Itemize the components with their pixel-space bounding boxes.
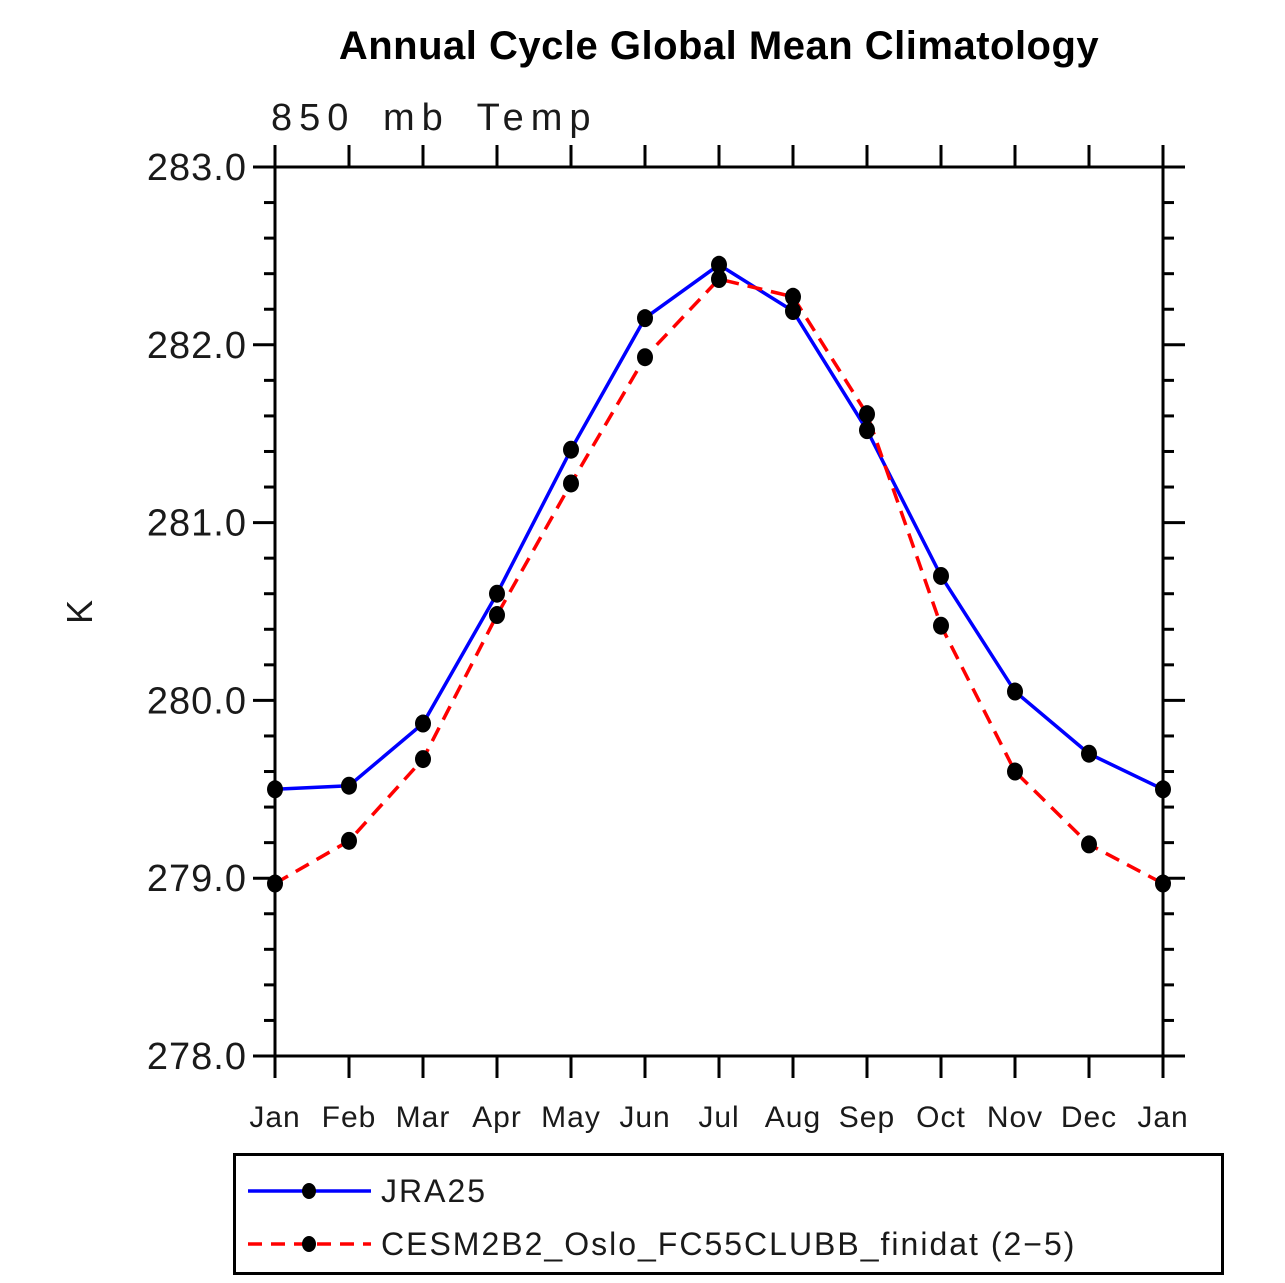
legend-swatch-cesm2b2 xyxy=(248,1236,371,1252)
data-point-marker-0 xyxy=(267,780,283,799)
data-point-marker-0 xyxy=(489,584,505,603)
data-point-marker-0 xyxy=(415,714,431,733)
data-point-marker-1 xyxy=(711,270,727,289)
x-tick-label: Nov xyxy=(987,1101,1043,1134)
legend: JRA25 CESM2B2_Oslo_FC55CLUBB_finidat (2−… xyxy=(233,1153,1224,1275)
data-point-marker-0 xyxy=(1007,682,1023,701)
legend-label-cesm2b2: CESM2B2_Oslo_FC55CLUBB_finidat (2−5) xyxy=(381,1226,1077,1262)
data-point-marker-1 xyxy=(489,606,505,625)
y-tick-label: 283.0 xyxy=(147,147,247,189)
x-tick-label: Sep xyxy=(839,1101,895,1134)
data-point-marker-0 xyxy=(933,566,949,585)
y-tick-label: 281.0 xyxy=(147,503,247,545)
data-point-marker-1 xyxy=(1081,835,1097,854)
data-point-marker-1 xyxy=(637,348,653,367)
chart-subtitle: 850 mb Temp xyxy=(271,97,598,139)
x-tick-label: Apr xyxy=(472,1101,522,1134)
y-tick-label: 278.0 xyxy=(147,1036,247,1078)
series-line-0 xyxy=(274,262,1164,792)
y-tick-label: 279.0 xyxy=(147,858,247,900)
data-point-marker-0 xyxy=(1081,744,1097,763)
data-point-marker-0 xyxy=(785,302,801,321)
data-point-marker-1 xyxy=(785,287,801,306)
plot-frame xyxy=(273,165,1165,1058)
data-point-marker-1 xyxy=(341,831,357,850)
data-point-marker-1 xyxy=(933,616,949,635)
chart-title: Annual Cycle Global Mean Climatology xyxy=(338,24,1100,68)
x-tick-label: Jul xyxy=(698,1101,739,1134)
data-point-marker-1 xyxy=(415,750,431,769)
data-point-marker-0 xyxy=(711,255,727,274)
legend-marker-0 xyxy=(302,1183,316,1199)
legend-label-jra25: JRA25 xyxy=(381,1173,488,1209)
data-point-marker-1 xyxy=(1155,874,1171,893)
legend-item-jra25: JRA25 xyxy=(246,1173,487,1209)
x-tick-label: Dec xyxy=(1061,1101,1117,1134)
data-point-marker-0 xyxy=(563,440,579,459)
x-tick-label: Aug xyxy=(765,1101,821,1134)
data-point-marker-1 xyxy=(267,874,283,893)
data-point-marker-1 xyxy=(859,405,875,424)
x-tick-label: Jan xyxy=(1137,1101,1188,1134)
legend-item-cesm2b2: CESM2B2_Oslo_FC55CLUBB_finidat (2−5) xyxy=(246,1226,1076,1262)
x-tick-label: Oct xyxy=(916,1101,966,1134)
y-tick-label: 282.0 xyxy=(147,325,247,367)
data-point-marker-0 xyxy=(859,421,875,440)
x-tick-label: May xyxy=(541,1101,601,1134)
x-tick-label: Jan xyxy=(249,1101,300,1134)
x-tick-label: Jun xyxy=(619,1101,670,1134)
data-point-marker-1 xyxy=(563,474,579,493)
series-line-1 xyxy=(274,277,1164,886)
x-tick-label: Feb xyxy=(322,1101,377,1134)
legend-marker-1 xyxy=(302,1236,316,1252)
legend-swatch-jra25 xyxy=(248,1183,371,1199)
data-point-marker-0 xyxy=(341,776,357,795)
x-tick-label: Mar xyxy=(396,1101,451,1134)
data-point-marker-1 xyxy=(1007,762,1023,781)
data-point-marker-0 xyxy=(637,309,653,328)
y-tick-label: 280.0 xyxy=(147,680,247,722)
data-point-marker-0 xyxy=(1155,780,1171,799)
